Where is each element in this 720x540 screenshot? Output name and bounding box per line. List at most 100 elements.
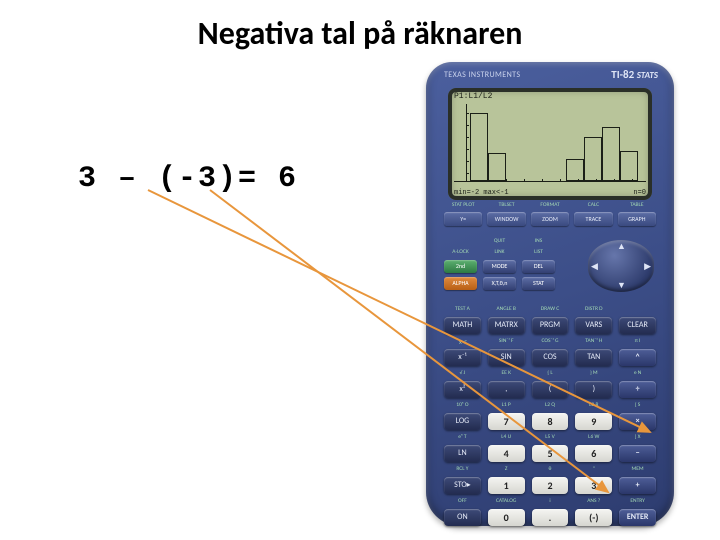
key-sup — [619, 306, 656, 313]
y-tick — [466, 113, 469, 114]
dpad-left-icon[interactable]: ◀ — [591, 261, 598, 272]
key-sup: SIN⁻¹ F — [488, 338, 525, 345]
key-sup: 10ˣ O — [444, 402, 481, 409]
fn-key[interactable]: GRAPH — [618, 212, 656, 226]
calc-key[interactable]: SIN — [488, 349, 525, 366]
histogram-bar — [584, 137, 602, 181]
x-tick — [578, 179, 579, 182]
calc-key[interactable]: (-) — [575, 509, 612, 526]
dpad[interactable]: ▲ ▼ ◀ ▶ — [588, 240, 654, 292]
key-sup: L6 W — [575, 434, 612, 441]
calc-key[interactable]: . — [532, 509, 569, 526]
calc-key[interactable]: 2 — [532, 477, 569, 494]
calc-key[interactable]: PRGM — [532, 317, 569, 334]
screen-axis-y — [466, 104, 467, 182]
key-sup: ENTRY — [619, 498, 656, 505]
dpad-right-icon[interactable]: ▶ — [644, 261, 651, 272]
calc-key[interactable]: 3 — [575, 477, 612, 494]
cluster-sup: INS — [522, 238, 555, 245]
calc-screen: P1:L1/L2 min=-2 max<-1 n=0 — [448, 88, 652, 200]
screen-axis-x — [454, 181, 646, 182]
calc-key[interactable]: ( — [532, 381, 569, 398]
calc-key[interactable]: 9 — [575, 413, 612, 430]
key-sup: [ S — [619, 402, 656, 409]
cluster-key[interactable]: MODE — [483, 260, 516, 273]
calc-key[interactable]: ) — [575, 381, 612, 398]
calc-key[interactable]: 4 — [488, 445, 525, 462]
fn-key-row: Y= WINDOW ZOOM TRACE GRAPH — [444, 212, 656, 226]
key-sup: EE K — [488, 370, 525, 377]
calc-key[interactable]: LOG — [444, 413, 481, 430]
fn-key[interactable]: ZOOM — [531, 212, 569, 226]
screen-footer-right: n=0 — [633, 189, 646, 197]
key-sup: CATALOG — [488, 498, 525, 505]
fn-sup-label: CALC — [574, 202, 612, 208]
key-sup: ] X — [619, 434, 656, 441]
x-tick — [614, 179, 615, 182]
calc-key[interactable]: MATRX — [488, 317, 525, 334]
cluster-sup: LINK — [483, 249, 516, 256]
calc-key[interactable]: x⁻¹ — [444, 349, 481, 366]
cluster-key[interactable]: ALPHA — [444, 277, 477, 290]
fn-superscript-row: STAT PLOTTBLSETFORMATCALCTABLE — [444, 202, 656, 208]
fn-sup-label: TABLE — [618, 202, 656, 208]
x-tick — [506, 179, 507, 182]
calc-key[interactable]: + — [619, 477, 656, 494]
calc-key[interactable]: 6 — [575, 445, 612, 462]
key-sup: RCL Y — [444, 466, 481, 473]
calc-key[interactable]: ENTER — [619, 509, 656, 526]
key-sup: Z — [488, 466, 525, 473]
x-tick — [596, 179, 597, 182]
calc-key[interactable]: , — [488, 381, 525, 398]
key-sup: L5 V — [532, 434, 569, 441]
calc-key[interactable]: TAN — [575, 349, 612, 366]
calc-key[interactable]: ÷ — [619, 381, 656, 398]
fn-sup-label: FORMAT — [531, 202, 569, 208]
histogram-bar — [620, 151, 638, 181]
dpad-up-icon[interactable]: ▲ — [617, 241, 626, 252]
calc-key[interactable]: 1 — [488, 477, 525, 494]
cluster-sup: QUIT — [483, 238, 516, 245]
dpad-down-icon[interactable]: ▼ — [617, 280, 626, 291]
key-sup: MEM — [619, 466, 656, 473]
cluster-key[interactable]: 2nd — [444, 260, 477, 273]
calc-key[interactable]: LN — [444, 445, 481, 462]
histogram-bar — [470, 113, 488, 181]
screen-plot-label: P1:L1/L2 — [454, 92, 492, 101]
cluster-key[interactable]: STAT — [522, 277, 555, 290]
fn-key[interactable]: Y= — [444, 212, 482, 226]
calc-key[interactable]: CLEAR — [619, 317, 656, 334]
page-title: Negativa tal på räknaren — [0, 14, 720, 53]
key-sup: DISTR D — [575, 306, 612, 313]
x-tick — [632, 179, 633, 182]
key-sup: θ — [532, 466, 569, 473]
calc-model-label: TI-82 STATS — [611, 68, 658, 81]
calc-key[interactable]: COS — [532, 349, 569, 366]
calc-model-suffix: STATS — [637, 70, 658, 81]
calc-key[interactable]: ^ — [619, 349, 656, 366]
fn-key[interactable]: WINDOW — [487, 212, 525, 226]
calc-key[interactable]: VARS — [575, 317, 612, 334]
x-tick — [542, 179, 543, 182]
calc-key[interactable]: 5 — [532, 445, 569, 462]
cluster-sup: A-LOCK — [444, 249, 477, 256]
calc-key[interactable]: 0 — [488, 509, 525, 526]
calc-key[interactable]: 8 — [532, 413, 569, 430]
calc-key[interactable]: MATH — [444, 317, 481, 334]
key-sup: √ J — [444, 370, 481, 377]
key-sup: COS⁻¹ G — [532, 338, 569, 345]
calc-key[interactable]: STO▸ — [444, 477, 481, 494]
cluster-key[interactable]: X,T,θ,n — [483, 277, 516, 290]
key-sup: L4 U — [488, 434, 525, 441]
cluster-key[interactable]: DEL — [522, 260, 555, 273]
key-sup: OFF — [444, 498, 481, 505]
calc-key[interactable]: 7 — [488, 413, 525, 430]
calc-key[interactable]: ON — [444, 509, 481, 526]
key-sup: i — [532, 498, 569, 505]
key-sup: L3 R — [575, 402, 612, 409]
calc-key[interactable]: × — [619, 413, 656, 430]
calc-key[interactable]: x² — [444, 381, 481, 398]
x-tick — [488, 179, 489, 182]
calc-key[interactable]: − — [619, 445, 656, 462]
fn-key[interactable]: TRACE — [574, 212, 612, 226]
